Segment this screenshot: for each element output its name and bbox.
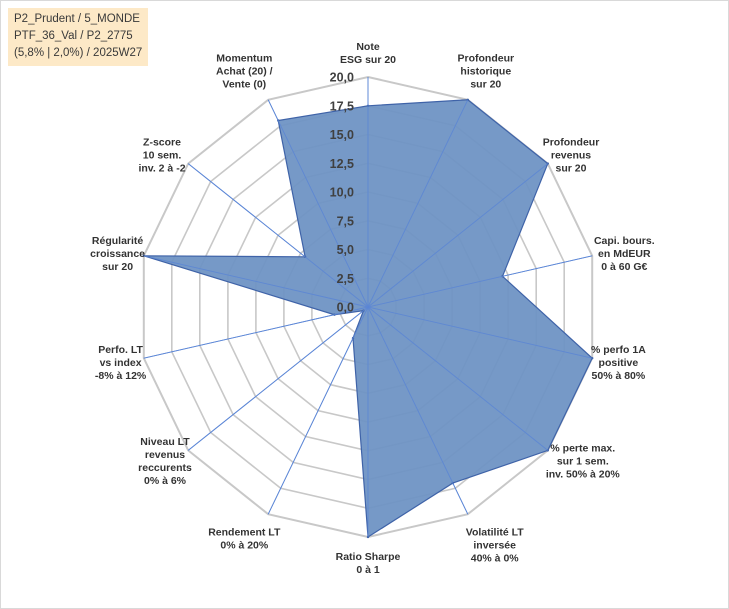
category-label: Ratio Sharpe 0 à 1 bbox=[336, 551, 401, 576]
axis-spoke-overlay bbox=[187, 306, 369, 451]
category-label-line: Rendement LT bbox=[208, 527, 281, 539]
category-label-line: sur 20 bbox=[470, 78, 501, 90]
category-label-line: croissance bbox=[90, 248, 145, 260]
tick-label: 2,5 bbox=[337, 272, 354, 286]
tick-label: 7,5 bbox=[337, 214, 354, 228]
axis-spoke-overlay bbox=[143, 306, 369, 359]
axis-spoke-overlay bbox=[367, 163, 549, 308]
radar-series bbox=[142, 77, 594, 539]
axis-spoke-overlay bbox=[187, 163, 369, 308]
category-label-line: sur 1 sem. bbox=[557, 455, 609, 467]
category-label-line: Ratio Sharpe bbox=[336, 551, 401, 563]
category-label-line: Perfo. LT bbox=[98, 344, 143, 356]
category-label-line: % perfo 1A bbox=[591, 344, 646, 356]
category-label-line: Capi. bours. bbox=[594, 235, 655, 247]
category-label-line: Profondeur bbox=[543, 137, 600, 149]
axis-spoke-overlay bbox=[367, 255, 593, 308]
axis-spoke-overlay bbox=[143, 255, 369, 308]
category-label-line: Profondeur bbox=[458, 52, 515, 64]
category-label: Perfo. LT vs index -8% à 12% bbox=[95, 344, 147, 382]
category-label-line: inv. 2 à -2 bbox=[138, 163, 185, 175]
radial-tick-labels: 0,0 2,5 5,0 7,5 10,0 12,5 15,0 17,5 20,0 bbox=[330, 71, 354, 315]
info-line-3: (5,8% | 2,0%) / 2025W27 bbox=[14, 47, 143, 59]
tick-label: 12,5 bbox=[330, 157, 354, 171]
category-label-line: 0% à 6% bbox=[144, 475, 187, 487]
category-label-line: 0 à 60 G€ bbox=[601, 261, 647, 273]
category-label-line: Régularité bbox=[92, 235, 144, 247]
category-label: Volatilité LT inversée 40% à 0% bbox=[466, 527, 525, 565]
category-label-line: Momentum bbox=[216, 52, 272, 64]
category-label-line: Note bbox=[356, 41, 379, 53]
category-label: Profondeur revenus sur 20 bbox=[543, 137, 600, 175]
category-label-line: Z-score bbox=[143, 137, 181, 149]
category-label-line: revenus bbox=[145, 449, 185, 461]
category-label: Rendement LT 0% à 20% bbox=[208, 527, 281, 552]
category-label-line: positive bbox=[599, 357, 639, 369]
category-label: Z-score 10 sem. inv. 2 à -2 bbox=[138, 137, 185, 175]
category-label: % perte max. sur 1 sem. inv. 50% à 20% bbox=[546, 442, 621, 480]
tick-label: 20,0 bbox=[330, 71, 354, 85]
tick-label: 15,0 bbox=[330, 128, 354, 142]
category-label: Régularité croissance sur 20 bbox=[90, 235, 145, 273]
axis-spoke-overlay bbox=[267, 99, 369, 308]
category-label-line: -8% à 12% bbox=[95, 370, 147, 382]
category-label-line: % perte max. bbox=[550, 442, 615, 454]
portfolio-info-box: P2_Prudent / 5_MONDE PTF_36_Val / P2_277… bbox=[8, 8, 149, 66]
category-label-line: sur 20 bbox=[556, 163, 587, 175]
category-label-line: revenus bbox=[551, 150, 591, 162]
axis-spoke-overlay bbox=[267, 306, 369, 515]
category-label-line: 0 à 1 bbox=[356, 564, 380, 576]
axis-spoke-overlay bbox=[367, 306, 469, 515]
category-label: Momentum Achat (20) / Vente (0) bbox=[216, 52, 273, 90]
tick-label: 17,5 bbox=[330, 99, 354, 113]
category-label-line: historique bbox=[460, 65, 511, 77]
axis-spoke-overlay bbox=[367, 306, 593, 359]
tick-label: 10,0 bbox=[330, 186, 354, 200]
category-label-line: ESG sur 20 bbox=[340, 54, 396, 66]
tick-label: 0,0 bbox=[337, 301, 354, 315]
category-label-line: inversée bbox=[473, 540, 516, 552]
category-label: Niveau LT revenus reccurents 0% à 6% bbox=[138, 436, 192, 487]
category-label-line: Achat (20) / bbox=[216, 65, 273, 77]
category-label-line: sur 20 bbox=[102, 261, 133, 273]
category-label: % perfo 1A positive 50% à 80% bbox=[591, 344, 646, 382]
tick-label: 5,0 bbox=[337, 243, 354, 257]
category-labels: Note ESG sur 20 Profondeur historique sur 20… bbox=[90, 41, 655, 576]
category-label: Capi. bours. en MdEUR 0 à 60 G€ bbox=[594, 235, 655, 273]
category-label-line: 0% à 20% bbox=[220, 540, 269, 552]
axis-spoke-overlay bbox=[367, 306, 549, 451]
category-label-line: Volatilité LT bbox=[466, 527, 525, 539]
category-label-line: reccurents bbox=[138, 462, 192, 474]
category-label-line: Niveau LT bbox=[140, 436, 190, 448]
category-label-line: vs index bbox=[100, 357, 142, 369]
category-label: Note ESG sur 20 bbox=[340, 41, 396, 66]
category-label-line: 40% à 0% bbox=[471, 553, 520, 565]
category-label: Profondeur historique sur 20 bbox=[458, 52, 515, 90]
category-label-line: Vente (0) bbox=[222, 78, 266, 90]
info-line-1: P2_Prudent / 5_MONDE bbox=[14, 13, 140, 25]
info-line-2: PTF_36_Val / P2_2775 bbox=[14, 30, 133, 42]
category-label-line: inv. 50% à 20% bbox=[546, 468, 621, 480]
axis-spoke-overlay bbox=[367, 99, 469, 308]
category-label-line: 50% à 80% bbox=[592, 370, 646, 382]
category-label-line: 10 sem. bbox=[143, 150, 182, 162]
category-label-line: en MdEUR bbox=[598, 248, 651, 260]
